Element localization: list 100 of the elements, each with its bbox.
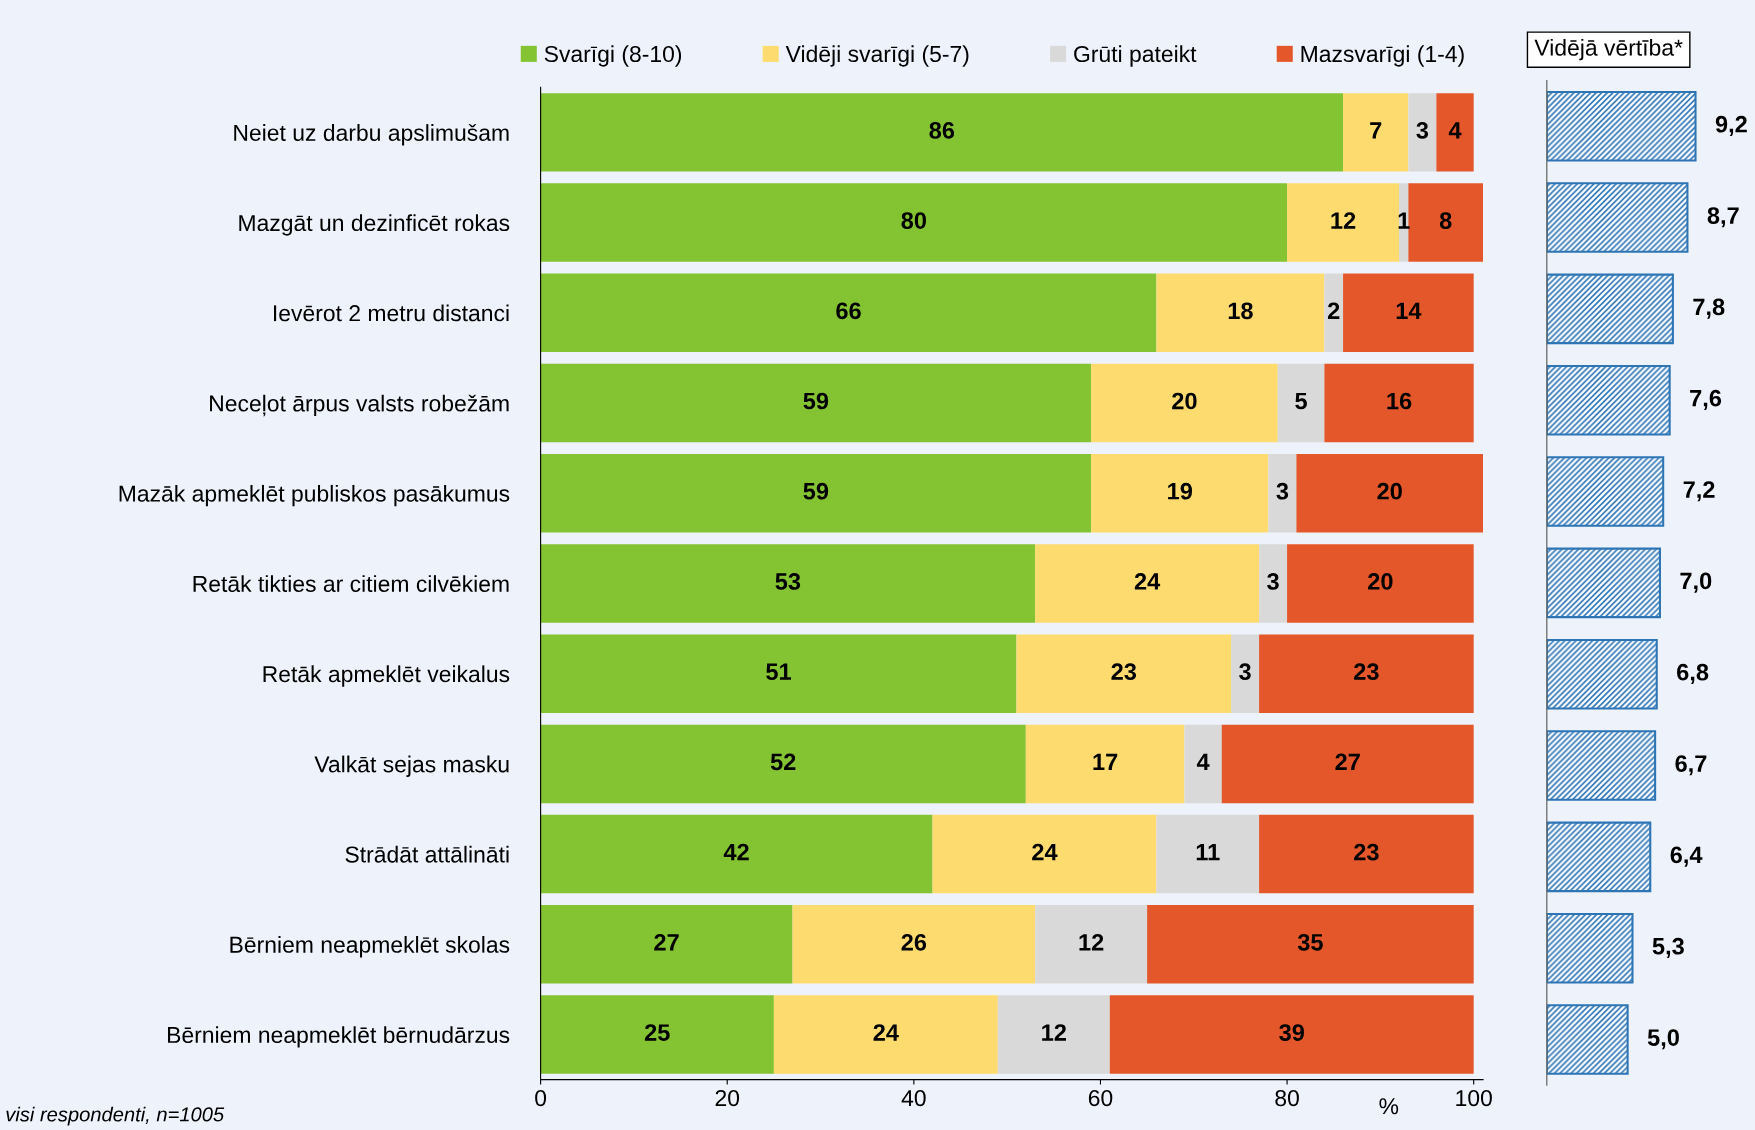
bar bbox=[1546, 821, 1652, 893]
y-tick-label: Retāk tikties ar citiem cilvēkiem bbox=[193, 575, 509, 592]
bar bbox=[1277, 363, 1325, 443]
bar bbox=[1035, 905, 1148, 984]
data-label: 2 bbox=[1327, 302, 1340, 319]
bar bbox=[1268, 454, 1297, 533]
data-label: 17 bbox=[1093, 753, 1118, 770]
bar bbox=[540, 183, 1288, 262]
bar bbox=[1287, 183, 1400, 262]
data-label: 39 bbox=[1279, 1024, 1304, 1041]
y-tick-label: Neiet uz darbu apslimušam bbox=[234, 124, 509, 146]
y-tick-label: Bērniem neapmeklēt skolas bbox=[230, 936, 510, 958]
bar bbox=[1109, 995, 1474, 1074]
bar bbox=[540, 905, 793, 984]
bar bbox=[1324, 273, 1344, 353]
data-label: 35 bbox=[1297, 933, 1323, 951]
bar bbox=[1546, 1004, 1629, 1075]
bar bbox=[1184, 724, 1222, 804]
bar bbox=[1221, 724, 1474, 804]
data-label: 66 bbox=[836, 302, 861, 320]
x-tick-label: 20 bbox=[715, 1089, 740, 1107]
bar bbox=[1546, 273, 1674, 345]
bar bbox=[540, 814, 933, 894]
data-label: 4 bbox=[1448, 122, 1462, 139]
bar bbox=[540, 634, 1017, 713]
data-label: 11 bbox=[1196, 843, 1220, 861]
data-label: 6,8 bbox=[1677, 663, 1709, 684]
data-label: 59 bbox=[803, 482, 829, 500]
data-label: 3 bbox=[1267, 573, 1279, 590]
x-tick-label: 0 bbox=[535, 1089, 547, 1107]
y-tick-label: Bērniem neapmeklēt bērnudārzus bbox=[168, 1026, 510, 1048]
data-label: 9,2 bbox=[1715, 115, 1747, 136]
data-label: 42 bbox=[723, 843, 749, 861]
y-tick-label: Strādāt attālināti bbox=[345, 845, 509, 863]
bar bbox=[773, 995, 998, 1074]
bar bbox=[1156, 273, 1325, 353]
bar bbox=[1025, 724, 1185, 804]
y-tick-label: Valkāt sejas masku bbox=[314, 755, 509, 777]
data-label: 12 bbox=[1079, 933, 1104, 951]
data-label: 24 bbox=[1032, 843, 1058, 861]
bar bbox=[1231, 634, 1260, 713]
bar bbox=[1408, 183, 1484, 262]
chart-title: Vidējā vērtība* bbox=[1534, 38, 1683, 61]
data-label: 12 bbox=[1331, 212, 1356, 229]
y-tick-label: Mazāk apmeklēt publiskos pasākumus bbox=[119, 484, 510, 507]
data-label: 86 bbox=[929, 121, 955, 139]
bar bbox=[1035, 544, 1260, 623]
data-label: 7,8 bbox=[1693, 298, 1725, 319]
bar bbox=[540, 995, 774, 1074]
data-label: 27 bbox=[1335, 753, 1360, 770]
bar bbox=[540, 93, 1344, 172]
data-label: 8,7 bbox=[1707, 207, 1739, 228]
data-label: 51 bbox=[766, 663, 792, 681]
bar bbox=[1408, 93, 1437, 172]
bar bbox=[1324, 363, 1474, 443]
bar bbox=[1546, 364, 1671, 436]
data-label: 18 bbox=[1228, 302, 1253, 320]
data-label: 23 bbox=[1354, 843, 1379, 861]
bar bbox=[1296, 454, 1484, 533]
data-label: 23 bbox=[1354, 663, 1379, 681]
data-label: 8 bbox=[1439, 212, 1452, 229]
bar bbox=[1156, 814, 1260, 894]
legend-label: Mazsvarīgi (1-4) bbox=[1301, 45, 1464, 67]
data-label: 3 bbox=[1239, 663, 1251, 681]
data-label: 4 bbox=[1196, 753, 1210, 770]
data-label: 12 bbox=[1042, 1024, 1066, 1041]
bar bbox=[1546, 547, 1661, 619]
bar bbox=[1259, 544, 1288, 623]
bar bbox=[1546, 730, 1657, 801]
bar bbox=[1546, 638, 1658, 710]
data-label: 27 bbox=[654, 933, 679, 951]
bar bbox=[1259, 634, 1474, 713]
bar bbox=[1147, 905, 1474, 984]
data-label: 6,4 bbox=[1670, 846, 1703, 867]
y-tick-label: Ievērot 2 metru distanci bbox=[273, 304, 509, 322]
data-label: 5,0 bbox=[1647, 1029, 1679, 1050]
data-label: 19 bbox=[1168, 482, 1193, 500]
data-label: 80 bbox=[901, 212, 926, 229]
data-label: 52 bbox=[770, 753, 796, 771]
x-tick-label: 100 bbox=[1456, 1089, 1492, 1107]
bar bbox=[1091, 454, 1269, 533]
data-label: 7,2 bbox=[1683, 481, 1715, 502]
data-label: 3 bbox=[1276, 482, 1289, 500]
data-label: 20 bbox=[1377, 482, 1402, 500]
bar bbox=[540, 454, 1092, 533]
x-axis-title: % bbox=[1379, 1098, 1399, 1115]
data-label: 20 bbox=[1172, 392, 1197, 410]
x-tick-label: 40 bbox=[901, 1089, 926, 1107]
data-label: 5,3 bbox=[1652, 937, 1684, 959]
bar bbox=[540, 273, 1157, 353]
bar bbox=[1016, 634, 1232, 713]
bar bbox=[1343, 273, 1474, 353]
data-label: 25 bbox=[644, 1024, 670, 1041]
bar bbox=[540, 363, 1092, 443]
data-label: 24 bbox=[1134, 573, 1161, 590]
data-label: 53 bbox=[775, 573, 801, 590]
data-label: 26 bbox=[901, 933, 927, 951]
data-label: 24 bbox=[873, 1024, 899, 1041]
data-label: 23 bbox=[1111, 663, 1137, 681]
legend-label: Grūti pateikt bbox=[1074, 45, 1197, 67]
